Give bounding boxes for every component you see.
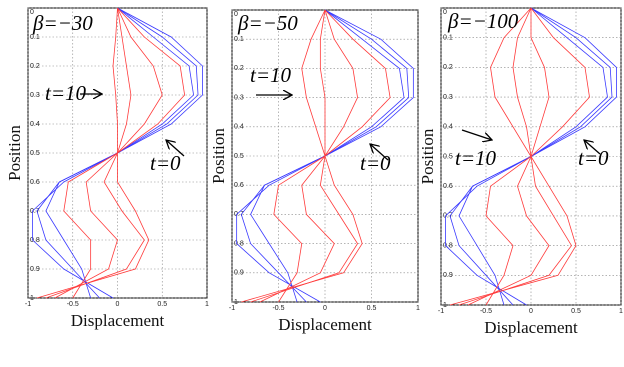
annotation: t=0 <box>360 151 391 175</box>
y-tick-label: 1 <box>234 299 238 306</box>
x-tick-label: -0.5 <box>480 308 492 315</box>
y-tick-label: 0.5 <box>30 150 40 157</box>
annotation: β=−30 <box>32 11 93 35</box>
curve <box>449 7 577 306</box>
x-tick-label: -0.5 <box>67 301 79 308</box>
y-tick-label: 0.9 <box>234 270 244 277</box>
x-tick-label: -1 <box>438 308 444 315</box>
y-tick-label: 0.9 <box>443 272 453 279</box>
arrow <box>584 140 601 155</box>
annotation: β=−100 <box>447 9 519 33</box>
annotation: t=10 <box>455 146 497 170</box>
arrow <box>370 144 389 161</box>
panel: 00.10.20.30.40.50.60.70.80.91-1 -0.5 0 0.5 1… <box>209 9 420 334</box>
y-tick-label: 0.6 <box>443 183 453 190</box>
x-tick-label: 0 <box>323 305 327 312</box>
x-tick-label: 0.5 <box>571 308 581 315</box>
y-axis-label: Position <box>418 128 437 184</box>
y-tick-label: 1 <box>443 302 447 309</box>
y-tick-label: 0.8 <box>234 240 244 247</box>
x-tick-label: 1 <box>619 308 623 315</box>
y-axis-label: Position <box>209 128 228 184</box>
curve <box>36 7 150 299</box>
y-tick-label: 0.2 <box>30 63 40 70</box>
x-axis-label: Displacement <box>278 315 372 334</box>
arrow <box>166 140 185 157</box>
y-tick-label: 0.7 <box>30 208 40 215</box>
y-tick-label: 0.3 <box>234 94 244 101</box>
y-tick-label: 0.1 <box>443 35 453 42</box>
curve <box>241 9 363 303</box>
y-tick-label: 0.7 <box>234 211 244 218</box>
y-tick-label: 0.3 <box>443 94 453 101</box>
x-tick-label: -1 <box>25 301 31 308</box>
x-axis-label: Displacement <box>71 311 165 330</box>
y-tick-label: 0 <box>234 11 238 18</box>
y-tick-label: 0.4 <box>234 124 244 131</box>
y-tick-label: 0.2 <box>234 65 244 72</box>
annotation: β=−50 <box>237 11 298 35</box>
y-tick-label: 0 <box>30 9 34 16</box>
y-tick-label: 0.3 <box>30 92 40 99</box>
y-tick-label: 0.8 <box>30 237 40 244</box>
y-tick-label: 0.8 <box>443 242 453 249</box>
y-tick-label: 0.1 <box>234 36 244 43</box>
annotation: t=10 <box>45 81 87 105</box>
x-tick-label: 0 <box>529 308 533 315</box>
panel: 00.10.20.30.40.50.60.70.80.91-1 -0.5 0 0.5 1… <box>418 7 623 337</box>
x-tick-label: -0.5 <box>272 305 284 312</box>
y-tick-label: 0.7 <box>443 213 453 220</box>
y-tick-label: 0.6 <box>234 182 244 189</box>
x-tick-label: -1 <box>229 305 235 312</box>
arrow <box>461 129 492 140</box>
panel: 00.10.20.30.40.50.60.70.80.91-1 -0.5 0 0.5 1… <box>5 7 209 330</box>
y-tick-label: 0.4 <box>30 121 40 128</box>
x-tick-label: 1 <box>205 301 209 308</box>
x-tick-label: 0.5 <box>367 305 377 312</box>
x-tick-label: 0 <box>116 301 120 308</box>
y-axis-label: Position <box>5 125 24 181</box>
y-tick-label: 0.4 <box>443 124 453 131</box>
y-tick-label: 0.6 <box>30 179 40 186</box>
y-tick-label: 0.1 <box>30 34 40 41</box>
annotation: t=10 <box>250 63 292 87</box>
x-tick-label: 0.5 <box>157 301 167 308</box>
annotation: t=0 <box>578 146 609 170</box>
y-tick-label: 1 <box>30 295 34 302</box>
annotation: t=0 <box>150 151 181 175</box>
y-tick-label: 0.2 <box>443 64 453 71</box>
y-tick-label: 0.9 <box>30 266 40 273</box>
y-tick-label: 0.5 <box>234 153 244 160</box>
y-tick-label: 0 <box>443 9 447 16</box>
x-tick-label: 1 <box>416 305 420 312</box>
x-axis-label: Displacement <box>484 318 578 337</box>
y-tick-label: 0.5 <box>443 153 453 160</box>
